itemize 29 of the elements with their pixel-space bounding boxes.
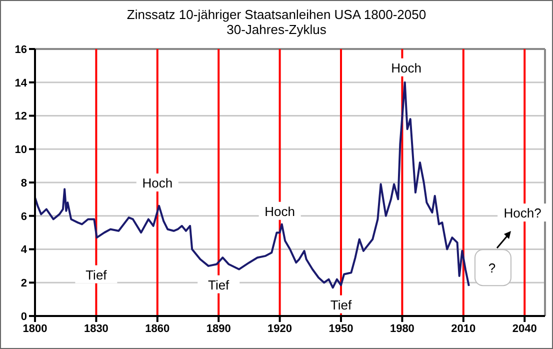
x-tick-label: 1800	[22, 322, 48, 335]
annotation: Tief	[330, 296, 352, 312]
annotation: Hoch	[264, 203, 295, 218]
annotation: ?	[488, 260, 496, 276]
x-tick-label: 1980	[390, 322, 414, 335]
line-series	[35, 81, 470, 289]
annotation: Tief	[86, 266, 108, 282]
x-tick-label: 1860	[145, 322, 170, 335]
y-tick-label: 8	[20, 177, 27, 190]
x-tick-label: 1950	[328, 322, 354, 335]
x-tick-label: 1830	[84, 322, 108, 335]
y-tick-label: 4	[20, 244, 28, 256]
y-tick-label: 0	[20, 310, 27, 323]
y-tick-label: 6	[20, 210, 27, 223]
y-tick-label: 16	[14, 44, 27, 56]
x-tick-label: 1920	[268, 322, 292, 335]
annotation: Hoch	[142, 175, 173, 190]
chart-title: Zinssatz 10-jähriger Staatsanleihen USA 1800-2050	[126, 7, 428, 22]
chart-subtitle: 30-Jahres-Zyklus	[226, 22, 328, 37]
x-tick-label: 2010	[451, 322, 476, 335]
annotation: Tief	[208, 276, 230, 292]
annotation: Hoch	[391, 60, 422, 75]
y-tick-label: 10	[14, 144, 27, 156]
x-tick-label: 1890	[206, 322, 231, 335]
y-tick-label: 2	[20, 278, 27, 290]
y-tick-label: 12	[14, 110, 27, 123]
y-tick-label: 14	[14, 77, 28, 90]
annotation: Hoch?	[504, 205, 542, 220]
x-tick-label: 2040	[512, 322, 537, 335]
